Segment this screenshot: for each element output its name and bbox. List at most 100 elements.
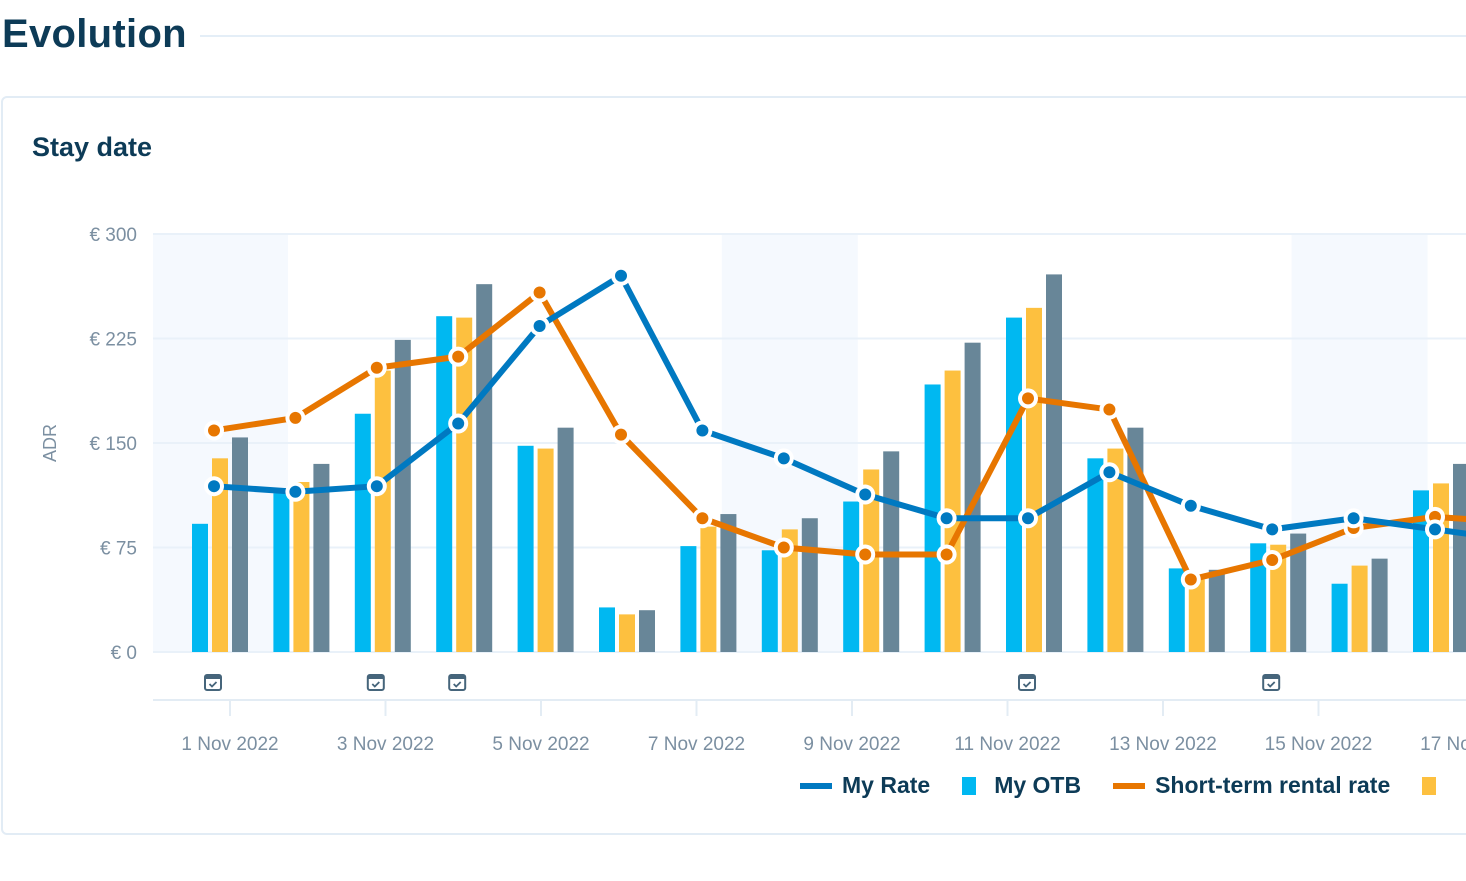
calendar-header [449, 675, 466, 679]
bar [456, 317, 473, 652]
legend-item-yellow-series[interactable] [1422, 776, 1454, 795]
bar [476, 284, 493, 652]
check-mark [1022, 681, 1032, 688]
bar [680, 546, 697, 652]
data-point [940, 548, 953, 561]
data-point [696, 424, 709, 437]
y-tick-label: € 300 [89, 225, 137, 246]
bar [599, 607, 615, 652]
bar [761, 550, 778, 652]
bar [1371, 558, 1388, 652]
bar [639, 610, 655, 652]
calendar-check-icon [1262, 674, 1281, 691]
y-tick-label: € 225 [89, 330, 137, 351]
data-point [533, 286, 546, 299]
bar [964, 342, 981, 652]
calendar-header [1263, 675, 1280, 679]
x-tick-label: 11 Nov 2022 [954, 734, 1060, 755]
bar [374, 370, 391, 652]
bar [1351, 565, 1368, 652]
data-point [1429, 523, 1441, 536]
legend-label: Short-term rental rate [1155, 772, 1391, 798]
bar [436, 316, 453, 652]
x-tick-label: 17 Nov 2022 [1420, 734, 1466, 755]
x-tick-label: 1 Nov 2022 [181, 734, 278, 755]
data-point [1184, 573, 1197, 586]
data-point [208, 480, 220, 493]
bar [1270, 544, 1287, 652]
y-tick-label: € 150 [89, 434, 137, 455]
x-tick-label: 7 Nov 2022 [648, 734, 745, 755]
legend-label: My Rate [842, 772, 931, 798]
calendar-header [367, 675, 384, 679]
chart-card [1, 96, 1466, 835]
data-point [289, 411, 302, 424]
bar [1453, 463, 1466, 652]
bar [781, 529, 798, 652]
bar [1290, 533, 1307, 652]
legend-swatch [1422, 776, 1437, 795]
calendar-check-icon [448, 674, 467, 691]
data-point [1266, 523, 1279, 536]
data-point [1184, 499, 1197, 512]
card-title: Stay date [32, 132, 153, 162]
legend-swatch [1113, 782, 1146, 789]
bar [557, 427, 574, 652]
bar [212, 458, 228, 652]
data-point [1347, 512, 1360, 525]
calendar-check-icon [366, 674, 385, 691]
bar [394, 339, 411, 652]
data-point [208, 424, 220, 437]
bar [1006, 317, 1022, 652]
x-tick-label: 15 Nov 2022 [1265, 734, 1373, 755]
data-point [289, 485, 302, 498]
bar [1331, 583, 1348, 652]
data-point [1022, 392, 1034, 405]
x-tick-label: 3 Nov 2022 [337, 734, 434, 755]
x-tick-label: 13 Nov 2022 [1109, 734, 1217, 755]
data-point [696, 512, 709, 525]
bar [801, 518, 818, 652]
legend-item-my-otb[interactable]: My OTB [962, 772, 1081, 799]
calendar-header [1019, 675, 1035, 679]
bar [273, 493, 290, 652]
bar [700, 526, 717, 652]
data-point [940, 512, 953, 525]
bar [1107, 448, 1124, 652]
data-point [533, 319, 546, 332]
data-point [777, 452, 790, 465]
bar [313, 463, 330, 652]
bar [354, 413, 371, 652]
data-point [1103, 466, 1116, 479]
data-point [615, 269, 627, 282]
bar [1046, 274, 1062, 652]
y-tick-label: € 75 [100, 539, 137, 560]
bar [924, 384, 941, 652]
legend-item-short-term-rental-rate[interactable]: Short-term rental rate [1113, 772, 1390, 799]
x-tick-label: 9 Nov 2022 [803, 734, 900, 755]
data-point [1103, 403, 1116, 416]
data-point [1266, 554, 1279, 567]
bar [1208, 569, 1225, 652]
bar [1026, 307, 1042, 652]
data-point [370, 480, 383, 493]
data-point [859, 548, 872, 561]
data-point [370, 361, 383, 374]
legend-item-my-rate[interactable]: My Rate [800, 772, 930, 799]
data-point [615, 428, 627, 441]
title-divider [200, 35, 1466, 37]
bar [293, 482, 310, 652]
data-point [1429, 510, 1441, 523]
bar [1250, 543, 1267, 652]
bar [843, 501, 860, 652]
bar [1168, 568, 1185, 652]
y-tick-label: € 0 [111, 643, 137, 664]
page-title: Evolution [2, 12, 187, 56]
legend-swatch [800, 782, 832, 789]
data-point [777, 541, 790, 554]
x-tick-label: 5 Nov 2022 [492, 734, 589, 755]
bar [720, 514, 737, 652]
data-point [1022, 512, 1034, 525]
calendar-check-icon [204, 674, 222, 691]
